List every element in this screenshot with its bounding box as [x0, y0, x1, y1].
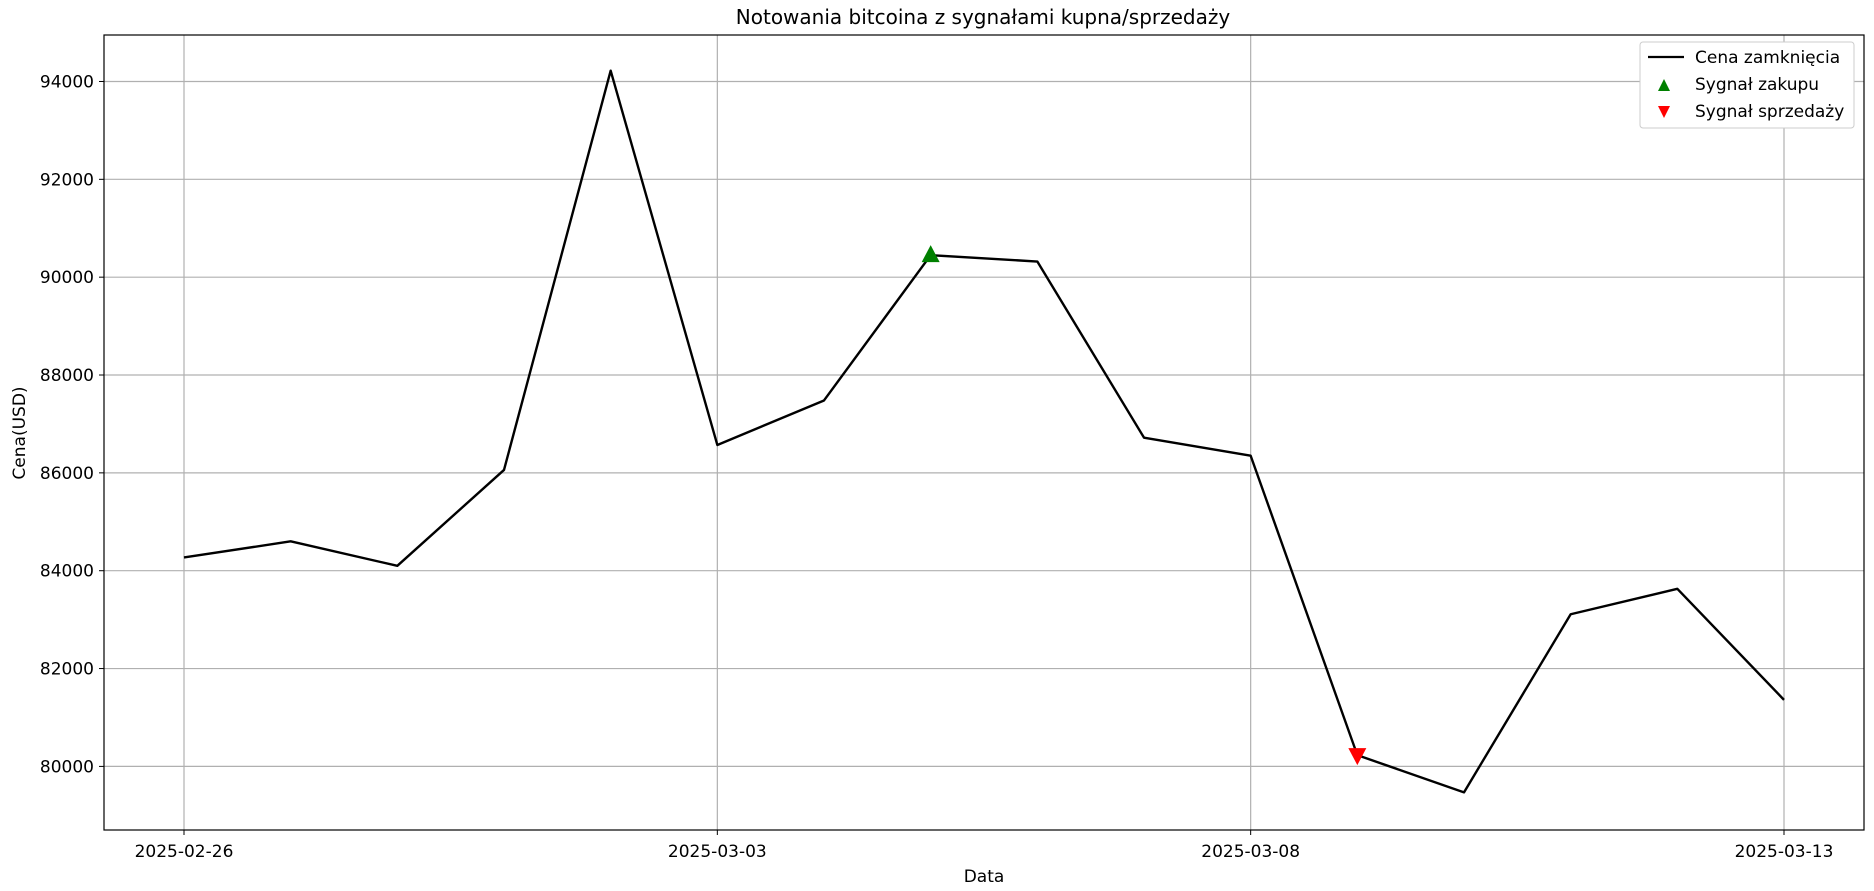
legend-buy-swatch [1658, 79, 1670, 91]
legend-label-buy: Sygnał zakupu [1695, 75, 1819, 95]
legend-sell-swatch [1658, 106, 1670, 118]
legend-label-sell: Sygnał sprzedaży [1695, 102, 1844, 122]
x-axis-label: Data [964, 867, 1005, 887]
legend-label-close: Cena zamknięcia [1695, 48, 1840, 68]
x-tick-label: 2025-02-26 [135, 842, 234, 862]
sell-signal-marker [1348, 748, 1367, 766]
y-tick-label: 80000 [40, 757, 94, 777]
y-tick-label: 90000 [40, 268, 94, 288]
y-tick-label: 84000 [40, 562, 94, 582]
x-ticks: 2025-02-26 2025-03-03 2025-03-08 2025-03-13 [135, 830, 1834, 862]
signal-markers [921, 245, 1367, 766]
y-tick-label: 92000 [40, 170, 94, 190]
y-tick-label: 86000 [40, 464, 94, 484]
y-ticks: 80000 82000 84000 86000 88000 90000 92000 94000 [40, 72, 104, 777]
plot-frame [103, 34, 1865, 831]
y-tick-label: 94000 [40, 72, 94, 92]
buy-signal-marker [921, 245, 940, 263]
legend: Cena zamknięcia Sygnał zakupu Sygnał spr… [1639, 41, 1855, 129]
x-tick-label: 2025-03-13 [1735, 842, 1834, 862]
series-line [183, 69, 1785, 794]
chart-title: Notowania bitcoina z sygnałami kupna/spr… [736, 5, 1231, 29]
x-tick-label: 2025-03-08 [1201, 842, 1300, 862]
y-tick-label: 82000 [40, 660, 94, 680]
y-axis-label: Cena(USD) [10, 386, 30, 479]
y-tick-label: 88000 [40, 366, 94, 386]
price-line [183, 69, 1785, 794]
legend-box [1639, 41, 1855, 129]
x-tick-label: 2025-03-03 [668, 842, 767, 862]
grid [104, 35, 1864, 830]
